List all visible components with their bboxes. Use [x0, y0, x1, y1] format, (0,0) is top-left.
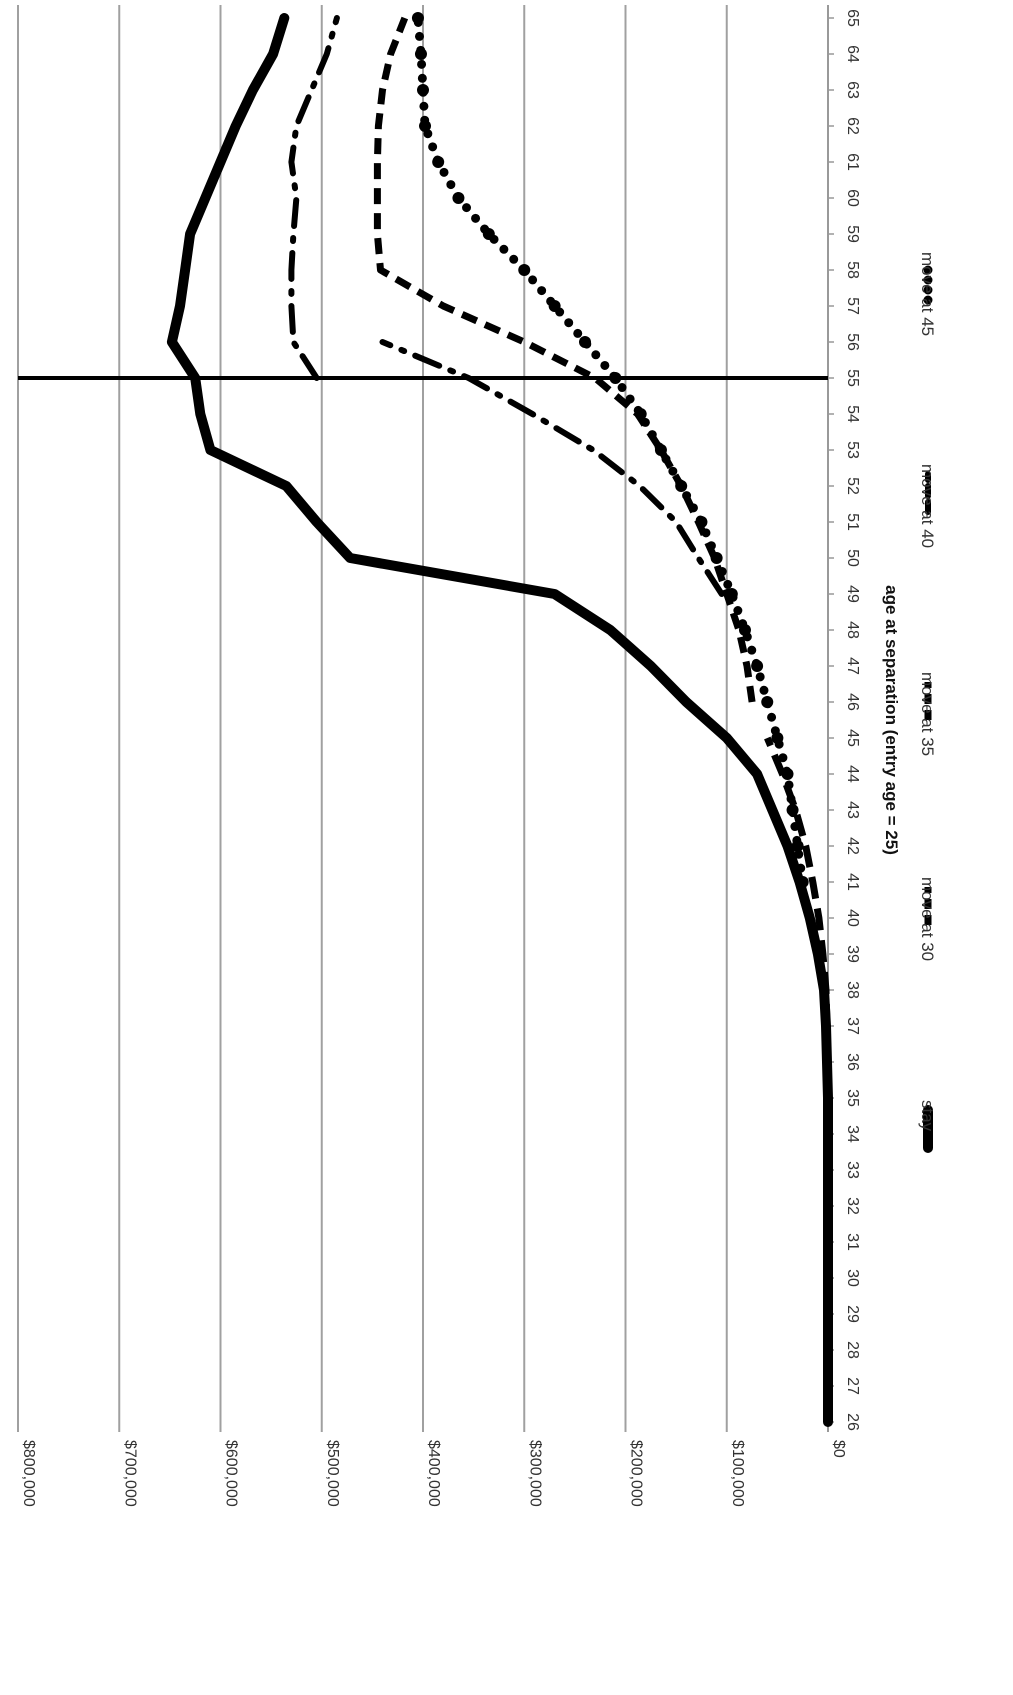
age-tick-label: 60: [844, 189, 861, 207]
data-point: [417, 84, 429, 96]
data-point: [725, 588, 738, 600]
age-tick-label: 27: [844, 1377, 861, 1395]
data-point: [710, 552, 723, 564]
legend-label: move at 40: [918, 464, 937, 548]
legend: stay move at 30 move at 35 move at 40 move a…: [918, 252, 937, 1153]
age-tick-label: 29: [844, 1305, 861, 1323]
age-tick-label: 57: [844, 297, 861, 315]
age-tick-label: 36: [844, 1053, 861, 1071]
data-point: [548, 300, 561, 312]
data-point: [634, 408, 647, 420]
value-tick-label: $0: [830, 1440, 847, 1458]
age-tick-label: 58: [844, 261, 861, 279]
age-tick-label: 33: [844, 1161, 861, 1179]
data-point: [518, 264, 531, 276]
age-tick-label: 52: [844, 477, 861, 495]
data-point: [414, 48, 427, 60]
value-tick-label: $600,000: [223, 1440, 240, 1507]
data-point: [761, 696, 774, 708]
data-point: [411, 12, 424, 24]
data-point: [675, 480, 688, 492]
legend-label: stay: [918, 1100, 937, 1132]
data-point: [781, 768, 794, 780]
legend-label: move at 35: [918, 672, 937, 756]
age-tick-label: 40: [844, 909, 861, 927]
data-point: [695, 516, 708, 528]
x-axis-title: age at separation (entry age = 25): [882, 585, 901, 855]
data-point: [751, 660, 764, 672]
value-tick-label: $700,000: [121, 1440, 138, 1507]
data-point: [786, 804, 799, 816]
data-point: [579, 336, 591, 348]
age-tick-label: 48: [844, 621, 861, 639]
value-tick-label: $300,000: [526, 1440, 543, 1507]
age-tick-label: 61: [844, 153, 861, 171]
age-tick-label: 41: [844, 873, 861, 891]
age-tick-label: 32: [844, 1197, 861, 1215]
data-point: [771, 732, 784, 744]
age-tick-label: 35: [844, 1089, 861, 1107]
age-tick-label: 65: [844, 9, 861, 27]
series-line-move-at-40: [379, 339, 725, 597]
series-line-stay: [166, 13, 833, 1427]
age-tick-label: 49: [844, 585, 861, 603]
age-tick-label: 45: [844, 729, 861, 747]
age-tick-label: 44: [844, 765, 861, 783]
age-tick-label: 59: [844, 225, 861, 243]
age-tick-label: 39: [844, 945, 861, 963]
data-point: [452, 192, 465, 204]
age-tick-label: 62: [844, 117, 861, 135]
value-tick-label: $800,000: [20, 1440, 37, 1507]
age-tick-label: 38: [844, 981, 861, 999]
series-line-move-at-40-after-55-: [288, 15, 340, 381]
value-tick-label: $200,000: [628, 1440, 645, 1507]
age-tick-label: 64: [844, 45, 861, 63]
age-tick-label: 53: [844, 441, 861, 459]
value-tick-label: $100,000: [729, 1440, 746, 1507]
age-tick-label: 63: [844, 81, 861, 99]
series-line-move-at-35: [373, 16, 756, 703]
age-tick-label: 42: [844, 837, 861, 855]
age-tick-label: 28: [844, 1341, 861, 1359]
data-point: [738, 624, 751, 636]
age-tick-label: 50: [844, 549, 861, 567]
age-tick-label: 55: [844, 369, 861, 387]
data-point: [432, 156, 445, 168]
age-tick-label: 54: [844, 405, 861, 423]
age-tick-label: 34: [844, 1125, 861, 1143]
age-tick-label: 26: [844, 1413, 861, 1431]
legend-label: move at 30: [918, 877, 937, 961]
data-point: [654, 444, 667, 456]
data-point: [419, 120, 432, 132]
value-tick-label: $500,000: [324, 1440, 341, 1507]
age-tick-label: 46: [844, 693, 861, 711]
age-tick-label: 30: [844, 1269, 861, 1287]
legend-label: move at 45: [918, 252, 937, 336]
grid-lines: [17, 5, 829, 1432]
age-tick-label: 56: [844, 333, 861, 351]
data-point: [482, 228, 495, 240]
series-lines: [166, 12, 833, 1427]
data-point: [791, 840, 804, 852]
age-tick-label: 31: [844, 1233, 861, 1251]
age-tick-label: 47: [844, 657, 861, 675]
age-tick-label: 43: [844, 801, 861, 819]
age-tick-label: 37: [844, 1017, 861, 1035]
data-point: [796, 876, 809, 888]
value-tick-label: $400,000: [425, 1440, 442, 1507]
age-tick-label: 51: [844, 513, 861, 531]
value-tick-labels: $0 $100,000 $200,000 $300,000 $400,000 $500,0…: [20, 1440, 847, 1507]
